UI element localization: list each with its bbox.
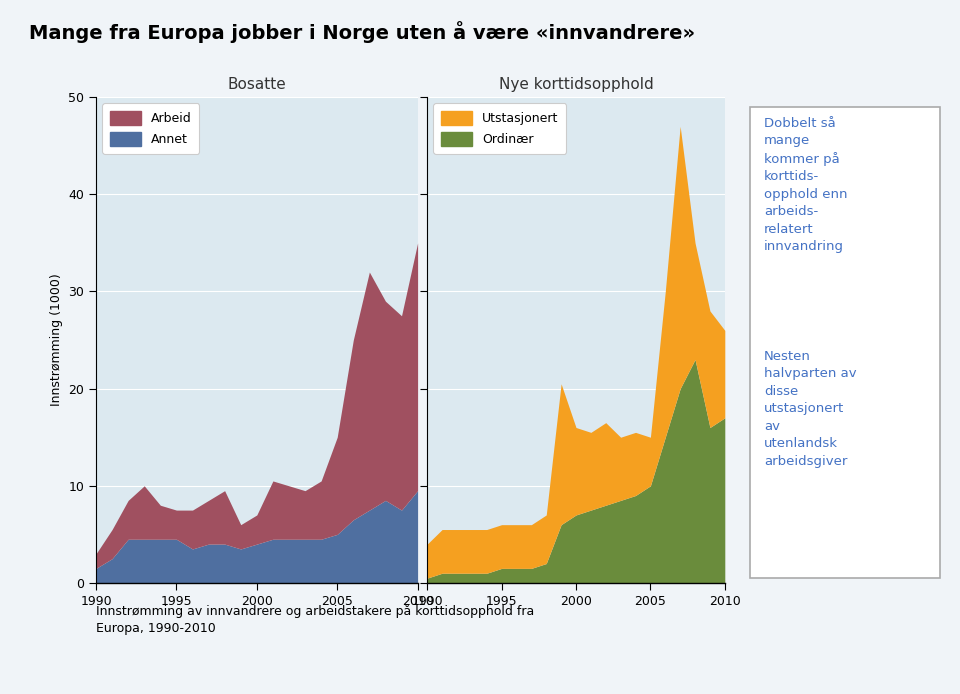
Legend: Arbeid, Annet: Arbeid, Annet: [103, 103, 200, 153]
Y-axis label: Innstrømming (1000): Innstrømming (1000): [50, 273, 62, 407]
Text: Innstrømming av innvandrere og arbeidstakere på korttidsopphold fra
Europa, 1990: Innstrømming av innvandrere og arbeidsta…: [96, 604, 535, 635]
Text: Mange fra Europa jobber i Norge uten å være «innvandrere»: Mange fra Europa jobber i Norge uten å v…: [29, 21, 695, 43]
Text: Dobbelt så
mange
kommer på
korttids-
opphold enn
arbeids-
relatert
innvandring: Dobbelt så mange kommer på korttids- opp…: [764, 117, 848, 253]
Title: Nye korttidsopphold: Nye korttidsopphold: [498, 77, 654, 92]
Text: Nesten
halvparten av
disse
utstasjonert
av
utenlandsk
arbeidsgiver: Nesten halvparten av disse utstasjonert …: [764, 350, 856, 468]
FancyBboxPatch shape: [750, 107, 940, 578]
Title: Bosatte: Bosatte: [228, 77, 286, 92]
Legend: Utstasjonert, Ordinær: Utstasjonert, Ordinær: [434, 103, 566, 153]
